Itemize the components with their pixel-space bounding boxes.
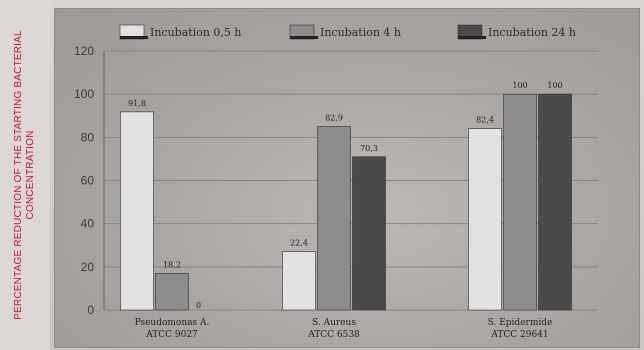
bar-value-label: 100: [512, 81, 527, 90]
bar-value-label: 18,2: [163, 260, 181, 269]
bar-value-label: 91,8: [128, 99, 146, 108]
bar: [155, 273, 189, 311]
bar-value-label: 82,4: [476, 116, 494, 125]
x-category-label: S. Epidermide: [488, 318, 553, 328]
y-tick-label: 0: [87, 303, 94, 317]
legend-swatch-shadow: [458, 36, 486, 39]
bar: [120, 111, 154, 311]
legend-label: Incubation 0,5 h: [150, 26, 242, 39]
bar: [352, 156, 386, 311]
y-tick-label: 60: [81, 174, 95, 188]
y-tick-label: 40: [81, 217, 95, 231]
bar: [468, 128, 502, 311]
x-category-label: Pseudomonas A.: [135, 318, 210, 328]
bar-value-label: 0: [196, 301, 201, 310]
x-category-sublabel: ATCC 29641: [490, 330, 548, 340]
x-category-label: S. Aureus: [312, 318, 356, 328]
x-category-sublabel: ATCC 6538: [307, 330, 360, 340]
bar-value-label: 100: [547, 81, 562, 90]
y-axis-label-panel: PERCENTAGE REDUCTION OF THE STARTING BAC…: [0, 0, 50, 350]
y-tick-label: 20: [81, 260, 95, 274]
x-category-sublabel: ATCC 9027: [145, 330, 198, 340]
legend-swatch-shadow: [120, 36, 148, 39]
bar: [317, 126, 351, 311]
bar-value-label: 82,9: [325, 114, 343, 123]
legend-label: Incubation 4 h: [320, 26, 401, 39]
legend-swatch-shadow: [290, 36, 318, 39]
bar: [538, 93, 572, 311]
bar-value-label: 22,4: [290, 239, 308, 248]
bar: [282, 251, 316, 311]
bar: [503, 93, 537, 311]
bar-value-label: 70,3: [360, 144, 378, 153]
y-tick-label: 80: [81, 130, 95, 144]
y-tick-label: 120: [74, 44, 94, 58]
y-tick-label: 100: [74, 87, 94, 101]
legend-label: Incubation 24 h: [488, 26, 576, 39]
